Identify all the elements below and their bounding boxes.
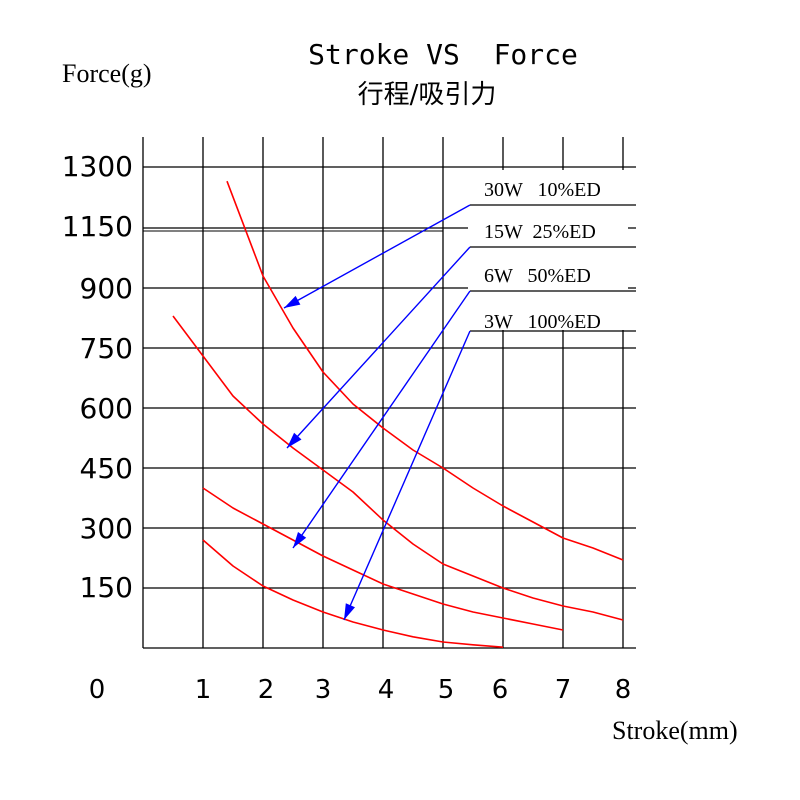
y-tick-label: 1300 (62, 150, 133, 183)
legend-label: 6W 50%ED (484, 265, 591, 287)
y-tick-label: 600 (80, 392, 133, 425)
y-tick-label: 900 (80, 272, 133, 305)
x-tick-label: 5 (438, 675, 455, 705)
y-tick-labels: 150 300 450 600 750 900 1150 1300 (62, 150, 133, 604)
legend-background (468, 170, 628, 330)
x-tick-label: 4 (378, 675, 395, 705)
leader-line (292, 290, 471, 549)
chart-subtitle: 行程/吸引力 (358, 80, 497, 110)
y-tick-label: 450 (80, 452, 133, 485)
series-line-2 (172, 315, 624, 621)
x-origin-label: 0 (89, 675, 106, 705)
legend-label: 15W 25%ED (484, 221, 596, 243)
x-tick-labels: 1 2 3 4 5 6 7 8 (195, 675, 632, 705)
x-axis-label: Stroke(mm) (612, 716, 738, 745)
y-tick-label: 1150 (62, 210, 133, 243)
x-tick-label: 3 (315, 675, 332, 705)
arrow-head (287, 432, 302, 448)
series-line-1 (226, 180, 624, 561)
leader-line (286, 246, 471, 449)
x-tick-label: 6 (492, 675, 509, 705)
chart-title: Stroke VS Force (308, 38, 578, 71)
legend-box (468, 170, 628, 330)
x-tick-label: 7 (555, 675, 572, 705)
leader-line (343, 330, 471, 621)
y-tick-label: 150 (80, 571, 133, 604)
leader-line (283, 204, 471, 309)
x-tick-label: 2 (258, 675, 275, 705)
legend: 30W 10%ED 15W 25%ED 6W 50%ED 3W 100%ED (470, 179, 636, 333)
arrow-head (344, 603, 355, 620)
x-tick-label: 1 (195, 675, 212, 705)
arrow-head (284, 295, 301, 308)
legend-label: 30W 10%ED (484, 179, 601, 201)
y-tick-label: 750 (80, 332, 133, 365)
series-curves (172, 180, 624, 648)
legend-label: 3W 100%ED (484, 311, 601, 333)
x-tick-label: 8 (615, 675, 632, 705)
arrow-head (293, 532, 307, 548)
legend-arrows (283, 204, 471, 621)
y-axis-label: Force(g) (62, 59, 152, 88)
y-tick-label: 300 (80, 512, 133, 545)
series-line-4 (202, 539, 504, 648)
series-line-3 (202, 487, 564, 631)
